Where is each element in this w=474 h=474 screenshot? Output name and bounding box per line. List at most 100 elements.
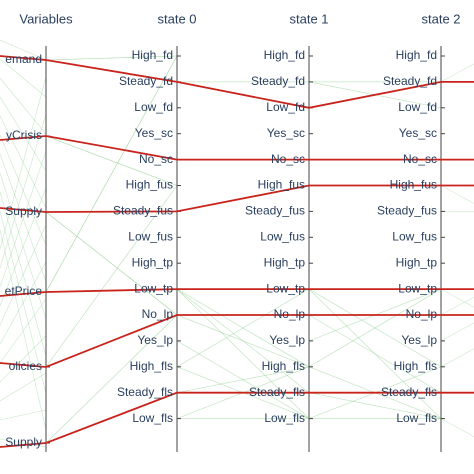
category-label-state2-12: High_fls — [394, 359, 437, 373]
category-label-state0-2: Low_fd — [134, 100, 173, 114]
background-line — [45, 55, 178, 293]
category-label-state1-3: Yes_sc — [267, 126, 305, 140]
category-label-state2-7: Low_fus — [392, 229, 437, 243]
category-label-state0-3: Yes_sc — [135, 126, 173, 140]
highlight-path-2 — [0, 135, 474, 161]
background-line — [45, 55, 178, 293]
category-label-state2-2: Low_fd — [398, 100, 437, 114]
category-label-state2-1: Steady_fd — [383, 74, 437, 88]
category-label-state1-1: Steady_fd — [251, 74, 305, 88]
category-label-state2-14: Low_fls — [396, 411, 437, 425]
background-line — [440, 322, 474, 342]
category-label-state1-13: Steady_fls — [249, 385, 305, 399]
background-line — [0, 372, 47, 402]
category-label-state1-0: High_fd — [264, 48, 305, 62]
category-label-state1-2: Low_fd — [266, 100, 305, 114]
highlight-path-6 — [0, 391, 474, 448]
variable-label-variables-5: Supply — [5, 435, 42, 449]
category-label-state2-3: Yes_sc — [399, 126, 437, 140]
variable-label-variables-1: yCrisis — [6, 128, 42, 142]
background-line — [0, 172, 47, 320]
background-line — [176, 288, 310, 419]
category-label-state0-6: Steady_fus — [113, 204, 173, 218]
category-label-state1-12: High_fls — [262, 359, 305, 373]
background-line — [45, 55, 178, 61]
background-line — [440, 296, 474, 316]
background-line — [0, 409, 47, 421]
category-label-state1-8: High_tp — [264, 255, 306, 269]
background-line — [440, 63, 474, 83]
category-label-state2-4: No_sc — [403, 152, 437, 166]
background-line — [0, 96, 47, 172]
background-line — [45, 211, 178, 316]
background-line — [45, 185, 178, 368]
background-line — [0, 261, 47, 345]
category-label-state2-11: Yes_lp — [401, 333, 437, 347]
column-header-state0: state 0 — [157, 11, 196, 26]
background-line — [45, 185, 178, 368]
category-label-state1-10: No_lp — [274, 307, 306, 321]
background-line — [45, 314, 178, 444]
variable-label-variables-2: Supply — [5, 204, 42, 218]
background-line — [0, 39, 47, 61]
category-label-state0-4: No_sc — [139, 152, 173, 166]
background-line — [0, 187, 47, 307]
background-line — [0, 153, 47, 283]
background-line — [0, 229, 47, 431]
variable-label-variables-0: emand — [5, 52, 42, 66]
highlight-path-4 — [0, 288, 474, 297]
background-line — [45, 135, 178, 186]
background-line — [0, 76, 47, 250]
category-label-state2-6: Steady_fus — [377, 204, 437, 218]
category-label-state0-5: High_fus — [126, 178, 173, 192]
category-label-state1-5: High_fus — [258, 178, 305, 192]
background-line — [0, 438, 47, 448]
background-line — [176, 340, 310, 419]
highlight-path-5 — [0, 314, 474, 368]
column-header-variables: Variables — [19, 11, 73, 26]
background-line — [45, 135, 178, 186]
background-line — [440, 185, 474, 204]
background-line — [308, 392, 442, 419]
category-label-state0-12: High_fls — [130, 359, 173, 373]
background-line — [0, 224, 47, 326]
background-line — [308, 288, 442, 368]
category-label-state1-14: Low_fls — [264, 411, 305, 425]
background-line — [45, 211, 178, 316]
category-label-state1-11: Yes_lp — [269, 333, 305, 347]
highlight-path-1 — [0, 55, 474, 109]
background-line — [308, 314, 442, 394]
category-label-state0-8: High_tp — [132, 255, 174, 269]
category-label-state2-13: Steady_fls — [381, 385, 437, 399]
category-label-state2-5: High_fus — [390, 178, 437, 192]
background-line — [45, 314, 178, 444]
category-label-state1-4: No_sc — [271, 152, 305, 166]
background-line — [0, 77, 47, 135]
background-line — [440, 348, 474, 368]
category-label-state0-7: Low_fus — [128, 229, 173, 243]
background-line — [0, 298, 47, 364]
background-line — [0, 150, 47, 288]
background-line — [0, 335, 47, 383]
background-line — [45, 55, 178, 61]
category-label-state0-11: Yes_lp — [137, 333, 173, 347]
column-header-state1: state 1 — [289, 11, 328, 26]
highlight-path-3 — [0, 184, 474, 213]
highlighted-flow-lines — [0, 55, 474, 448]
category-label-state0-14: Low_fls — [132, 411, 173, 425]
background-line — [440, 288, 474, 308]
background-line — [45, 55, 178, 61]
background-line — [176, 288, 310, 393]
category-label-state0-1: Steady_fd — [119, 74, 173, 88]
category-label-state1-9: Low_tp — [266, 281, 305, 295]
background-flow-lines — [0, 39, 474, 448]
background-line — [45, 211, 178, 316]
category-label-state2-10: No_lp — [406, 307, 438, 321]
category-label-state1-6: Steady_fus — [245, 204, 305, 218]
category-label-state2-9: Low_tp — [398, 281, 437, 295]
category-label-state0-10: No_lp — [142, 307, 174, 321]
category-label-state2-8: High_tp — [396, 255, 438, 269]
category-label-state1-7: Low_fus — [260, 229, 305, 243]
